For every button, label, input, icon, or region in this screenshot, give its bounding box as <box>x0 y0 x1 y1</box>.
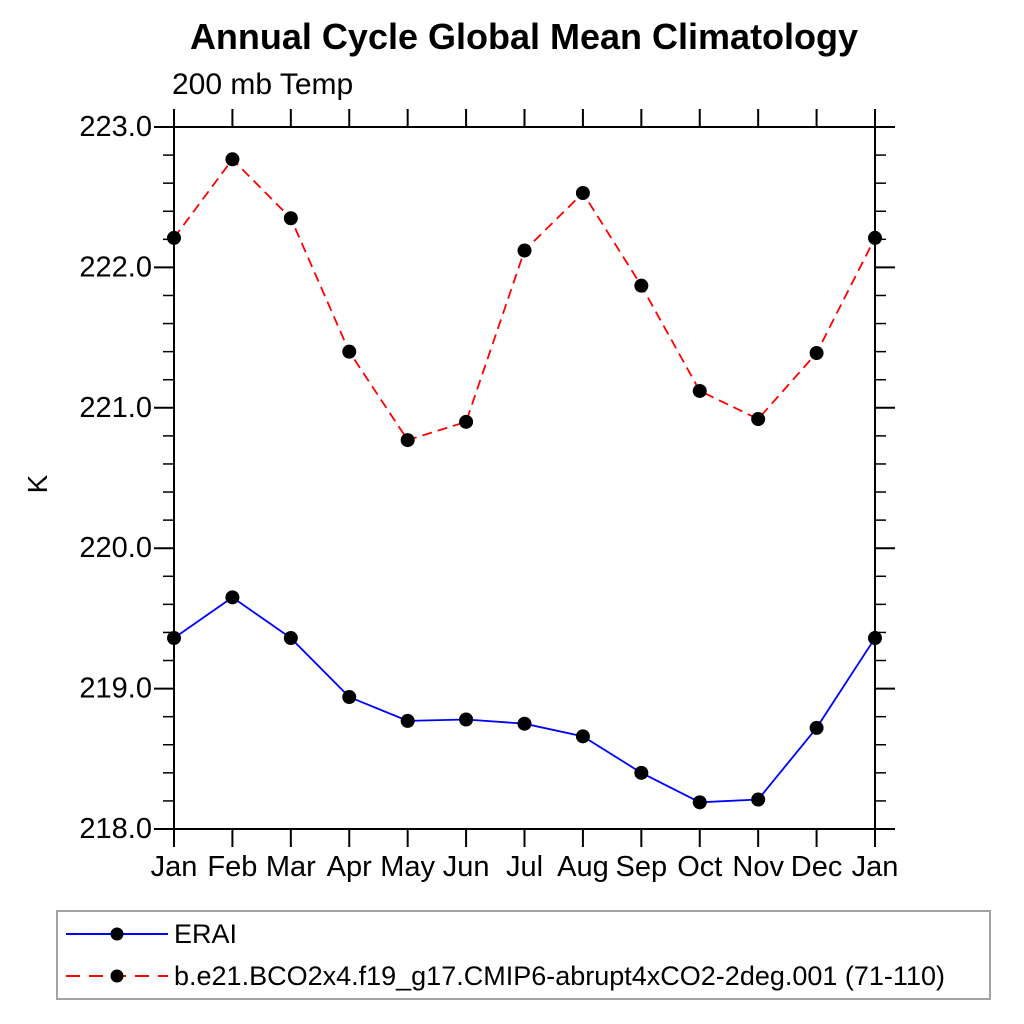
data-point-marker <box>459 414 474 429</box>
x-tick-label: Mar <box>266 851 316 883</box>
chart-subtitle: 200 mb Temp <box>172 68 354 101</box>
x-tick-label: Jan <box>852 851 899 883</box>
data-point-marker <box>400 713 415 728</box>
data-point-marker <box>167 631 181 646</box>
data-point-marker <box>809 346 824 361</box>
data-point-marker <box>692 383 707 398</box>
series-markers <box>167 152 882 810</box>
data-point-marker <box>868 230 882 245</box>
data-point-marker <box>283 631 298 646</box>
data-point-marker <box>225 590 240 605</box>
legend: ERAI b.e21.BCO2x4.f19_g17.CMIP6-abrupt4x… <box>56 910 991 1000</box>
x-tick-label: Jan <box>151 851 198 883</box>
data-point-marker <box>809 720 824 735</box>
legend-swatch-dashed-line <box>66 969 168 983</box>
data-point-marker <box>459 712 474 727</box>
x-tick-label: Jun <box>443 851 490 883</box>
x-tick-label: Sep <box>616 851 668 883</box>
legend-item-erai: ERAI <box>58 914 989 954</box>
data-point-marker <box>517 716 532 731</box>
data-point-marker <box>692 795 707 810</box>
data-point-marker <box>575 185 590 200</box>
data-point-marker <box>634 278 649 293</box>
x-tick-label: Nov <box>732 851 784 883</box>
y-tick-label: 219.0 <box>79 673 152 705</box>
data-point-marker <box>283 211 298 226</box>
y-tick-label: 221.0 <box>79 392 152 424</box>
data-point-marker <box>634 765 649 780</box>
data-point-marker <box>868 631 882 646</box>
series-line-0 <box>173 596 876 804</box>
y-tick-labels: 218.0 219.0 220.0 221.0 222.0 223.0 <box>79 111 152 845</box>
legend-label-model: b.e21.BCO2x4.f19_g17.CMIP6-abrupt4xCO2-2… <box>174 960 945 991</box>
y-tick-label: 220.0 <box>79 532 152 564</box>
x-tick-label: Aug <box>557 851 609 883</box>
x-tick-label: Dec <box>791 851 843 883</box>
data-point-marker <box>517 243 532 258</box>
data-point-marker <box>225 152 240 167</box>
x-tick-labels: Jan Feb Mar Apr May Jun Jul Aug Sep Oct Nov Dec Jan <box>151 851 899 883</box>
chart-title: Annual Cycle Global Mean Climatology <box>189 16 859 57</box>
axis-ticks <box>154 109 895 847</box>
y-tick-label: 223.0 <box>79 111 152 143</box>
y-tick-label: 222.0 <box>79 251 152 283</box>
data-point-marker <box>575 729 590 744</box>
data-point-marker <box>167 230 181 245</box>
data-point-marker <box>751 412 766 427</box>
legend-label-erai: ERAI <box>174 918 238 949</box>
x-tick-label: May <box>380 851 435 883</box>
x-tick-label: Feb <box>207 851 257 883</box>
x-tick-label: Oct <box>677 851 722 883</box>
data-point-marker <box>342 690 357 705</box>
legend-item-model: b.e21.BCO2x4.f19_g17.CMIP6-abrupt4xCO2-2… <box>58 956 989 996</box>
data-point-marker <box>342 344 357 359</box>
legend-marker-dot-icon <box>110 927 124 941</box>
y-tick-label: 218.0 <box>79 813 152 845</box>
data-point-marker <box>400 433 415 448</box>
x-tick-label: Jul <box>506 851 543 883</box>
x-tick-label: Apr <box>327 851 372 883</box>
data-point-marker <box>751 792 766 807</box>
series-line-1 <box>173 157 876 442</box>
legend-marker-dot-icon <box>110 969 124 983</box>
legend-swatch-solid-line <box>66 927 168 941</box>
